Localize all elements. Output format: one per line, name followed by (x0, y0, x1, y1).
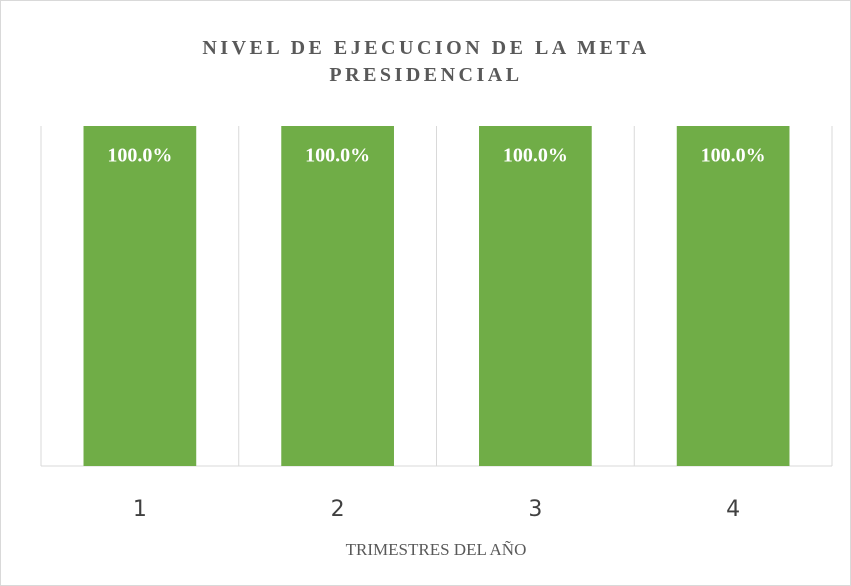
bar (83, 126, 197, 466)
data-label: 100.0% (503, 145, 568, 167)
x-tick-label: 4 (726, 497, 740, 522)
data-label: 100.0% (107, 145, 172, 167)
x-axis-title: TRIMESTRES DEL AÑO (346, 540, 527, 559)
x-tick-label: 3 (528, 497, 542, 522)
bar (676, 126, 790, 466)
x-tick-label: 2 (331, 497, 345, 522)
bar (479, 126, 592, 466)
data-label: 100.0% (701, 145, 766, 167)
bar (281, 126, 394, 466)
data-label: 100.0% (305, 145, 370, 167)
x-tick-label: 1 (133, 497, 147, 522)
chart-title: NIVEL DE EJECUCION DE LA META PRESIDENCI… (202, 37, 650, 86)
